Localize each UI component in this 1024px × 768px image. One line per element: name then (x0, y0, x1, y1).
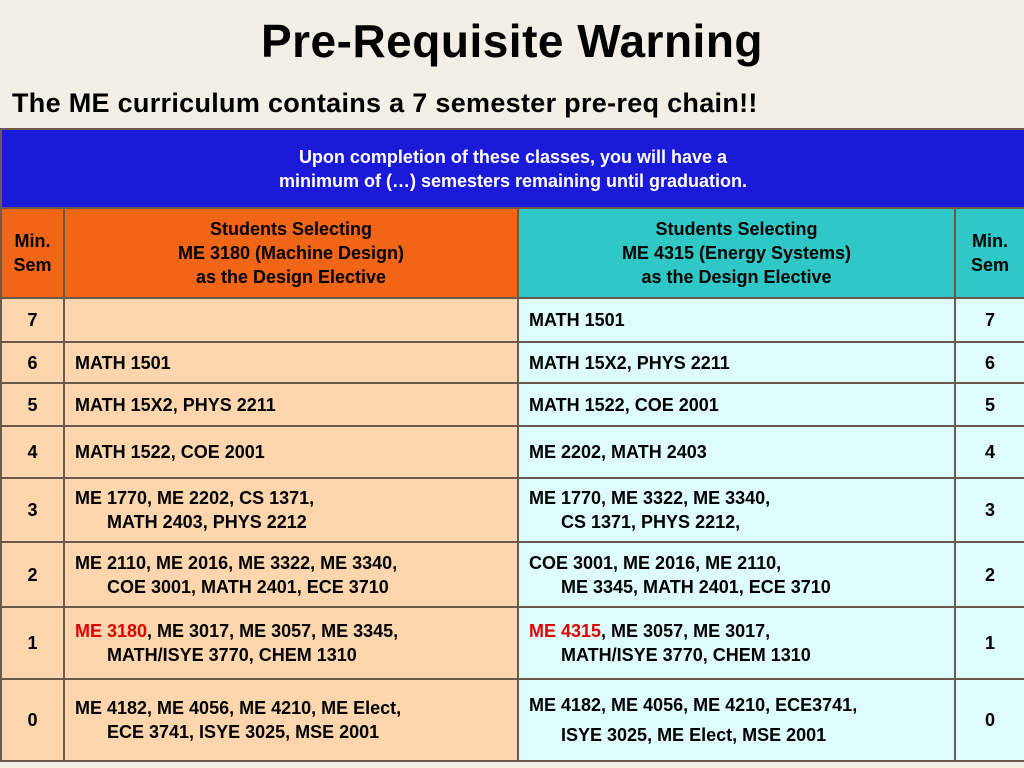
banner-row: Upon completion of these classes, you wi… (0, 128, 1024, 209)
header-col-a-line-1: Students Selecting (209, 219, 373, 239)
min-sem-right: 2 (954, 541, 1024, 608)
me4315-courses-line-1: ME 4182, ME 4056, ME 4210, ECE3741, (529, 695, 858, 715)
table-row: 6 MATH 1501 MATH 15X2, PHYS 2211 6 (0, 341, 1024, 384)
min-sem-left: 3 (0, 477, 65, 543)
me3180-courses: ME 3180, ME 3017, ME 3057, ME 3345, MATH… (63, 606, 519, 680)
me3180-courses-line-1: MATH 1501 (75, 352, 171, 373)
me3180-courses-line-2: COE 3001, MATH 2401, ECE 3710 (107, 576, 389, 597)
me3180-courses-line-1: MATH 15X2, PHYS 2211 (75, 394, 276, 415)
min-sem-right: 6 (954, 341, 1024, 384)
min-sem-right: 5 (954, 382, 1024, 427)
me4315-courses-line-1-rest: , ME 3057, ME 3017, (601, 621, 771, 641)
header-col-a-line-2: ME 3180 (Machine Design) (177, 243, 405, 263)
header-min-sem-left: Min. Sem (0, 207, 65, 299)
min-sem-right: 4 (954, 425, 1024, 479)
me4315-courses-line-1: COE 3001, ME 2016, ME 2110, (529, 552, 782, 573)
min-sem-left: 4 (0, 425, 65, 479)
header-min-sem-left-line-2: Sem (13, 255, 52, 275)
banner-line-2: minimum of (…) semesters remaining until… (278, 170, 748, 191)
me3180-courses: ME 1770, ME 2202, CS 1371, MATH 2403, PH… (63, 477, 519, 543)
min-sem-right: 3 (954, 477, 1024, 543)
min-sem-left: 0 (0, 678, 65, 762)
min-sem-left: 5 (0, 382, 65, 427)
page-title: Pre-Requisite Warning (260, 15, 764, 67)
me3180-courses-line-1-rest: , ME 3017, ME 3057, ME 3345, (147, 621, 399, 641)
me3180-courses: ME 4182, ME 4056, ME 4210, ME Elect, ECE… (63, 678, 519, 762)
me4315-courses-line-1: ME 1770, ME 3322, ME 3340, (529, 488, 771, 508)
header-row: Min. Sem Students Selecting ME 3180 (Mac… (0, 207, 1024, 299)
header-col-a-line-3: as the Design Elective (195, 267, 387, 287)
table-row: 0 ME 4182, ME 4056, ME 4210, ME Elect, E… (0, 678, 1024, 762)
design-elective-highlight: ME 4315 (529, 621, 602, 641)
header-col-b-line-2: ME 4315 (Energy Systems) (621, 243, 852, 263)
me4315-courses: ME 4315, ME 3057, ME 3017, MATH/ISYE 377… (517, 606, 956, 680)
me4315-courses-line-1: MATH 1501 (529, 310, 625, 330)
prereq-table: Upon completion of these classes, you wi… (0, 128, 1024, 762)
min-sem-left: 7 (0, 297, 65, 343)
me4315-courses: ME 1770, ME 3322, ME 3340, CS 1371, PHYS… (517, 477, 956, 543)
min-sem-right: 1 (954, 606, 1024, 680)
me4315-courses: ME 2202, MATH 2403 (517, 425, 956, 479)
header-min-sem-left-line-1: Min. (14, 231, 51, 251)
header-col-b-line-3: as the Design Elective (641, 267, 832, 287)
me4315-courses-line-2: ISYE 3025, ME Elect, MSE 2001 (561, 725, 827, 745)
me4315-courses: ME 4182, ME 4056, ME 4210, ECE3741, ISYE… (517, 678, 956, 762)
header-min-sem-right: Min. Sem (954, 207, 1024, 299)
header-col-me4315: Students Selecting ME 4315 (Energy Syste… (517, 207, 956, 299)
me4315-courses: MATH 15X2, PHYS 2211 (517, 341, 956, 384)
me4315-courses-line-1: MATH 15X2, PHYS 2211 (529, 352, 730, 373)
header-min-sem-right-line-1: Min. (972, 231, 1008, 251)
me4315-courses-line-2: ME 3345, MATH 2401, ECE 3710 (561, 576, 831, 597)
me4315-courses-line-1: ME 4315, ME 3057, ME 3017, (529, 619, 944, 643)
me4315-courses: MATH 1522, COE 2001 (517, 382, 956, 427)
banner-cell: Upon completion of these classes, you wi… (0, 128, 1024, 209)
me3180-courses-line-1: ME 3180, ME 3017, ME 3057, ME 3345, (75, 619, 507, 643)
min-sem-right: 0 (954, 678, 1024, 762)
table-row: 3 ME 1770, ME 2202, CS 1371, MATH 2403, … (0, 477, 1024, 543)
me4315-courses-line-2: CS 1371, PHYS 2212, (561, 512, 741, 532)
me3180-courses: MATH 1522, COE 2001 (63, 425, 519, 479)
me4315-courses-line-2: MATH/ISYE 3770, CHEM 1310 (561, 645, 811, 665)
min-sem-right: 7 (954, 297, 1024, 343)
table-row: 4 MATH 1522, COE 2001 ME 2202, MATH 2403… (0, 425, 1024, 479)
me3180-courses: MATH 1501 (63, 341, 519, 384)
header-col-b-line-1: Students Selecting (655, 219, 818, 239)
me3180-courses-line-1: MATH 1522, COE 2001 (75, 442, 265, 462)
table-row: 2 ME 2110, ME 2016, ME 3322, ME 3340, CO… (0, 541, 1024, 608)
me3180-courses (63, 297, 519, 343)
table-row: 5 MATH 15X2, PHYS 2211 MATH 1522, COE 20… (0, 382, 1024, 427)
me4315-courses-line-1: MATH 1522, COE 2001 (529, 394, 719, 415)
header-col-me3180: Students Selecting ME 3180 (Machine Desi… (63, 207, 519, 299)
min-sem-left: 2 (0, 541, 65, 608)
min-sem-left: 6 (0, 341, 65, 384)
design-elective-highlight: ME 3180 (75, 621, 148, 641)
me3180-courses: ME 2110, ME 2016, ME 3322, ME 3340, COE … (63, 541, 519, 608)
me3180-courses-line-2: ECE 3741, ISYE 3025, MSE 2001 (107, 722, 380, 742)
header-min-sem-right-line-2: Sem (970, 255, 1010, 275)
me4315-courses: COE 3001, ME 2016, ME 2110, ME 3345, MAT… (517, 541, 956, 608)
table-row: 1 ME 3180, ME 3017, ME 3057, ME 3345, MA… (0, 606, 1024, 680)
table-row: 7 MATH 1501 7 (0, 297, 1024, 343)
me3180-courses-line-2: MATH/ISYE 3770, CHEM 1310 (107, 645, 357, 665)
me4315-courses: MATH 1501 (517, 297, 956, 343)
min-sem-left: 1 (0, 606, 65, 680)
me4315-courses-line-1: ME 2202, MATH 2403 (529, 442, 707, 462)
banner-line-1: Upon completion of these classes, you wi… (298, 146, 728, 167)
me3180-courses-line-1: ME 1770, ME 2202, CS 1371, (75, 488, 315, 508)
me3180-courses-line-1: ME 2110, ME 2016, ME 3322, ME 3340, (75, 552, 398, 573)
me3180-courses-line-1: ME 4182, ME 4056, ME 4210, ME Elect, (75, 698, 402, 718)
me3180-courses-line-2: MATH 2403, PHYS 2212 (107, 512, 307, 532)
page-subtitle: The ME curriculum contains a 7 semester … (12, 88, 758, 118)
me3180-courses: MATH 15X2, PHYS 2211 (63, 382, 519, 427)
